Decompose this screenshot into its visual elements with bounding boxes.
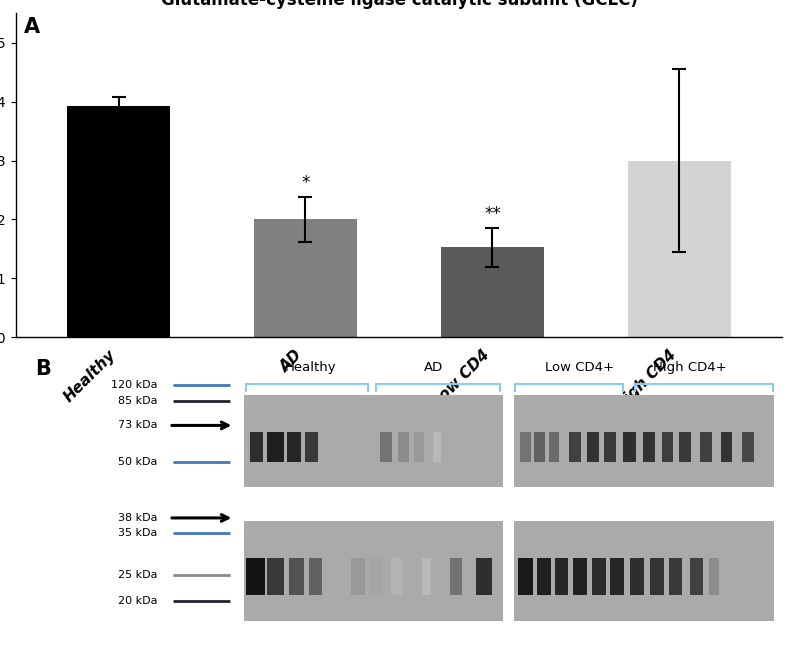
Bar [592, 558, 606, 595]
Bar [414, 432, 424, 462]
Text: *: * [301, 174, 310, 192]
Text: 25 kDa: 25 kDa [118, 570, 157, 580]
Bar [450, 558, 462, 595]
Title: Glutamate-cysteine ligase catalytic subunit (GCLC): Glutamate-cysteine ligase catalytic subu… [160, 0, 638, 9]
Text: 35 kDa: 35 kDa [118, 528, 157, 538]
Bar [370, 558, 382, 595]
Bar [514, 395, 774, 487]
Bar [514, 521, 774, 621]
Text: 20 kDa: 20 kDa [118, 596, 157, 606]
Bar [537, 558, 551, 595]
Bar [434, 432, 441, 462]
Bar [476, 558, 492, 595]
Bar [604, 432, 616, 462]
Bar [309, 558, 322, 595]
Bar [573, 558, 587, 595]
Text: 120 kDa: 120 kDa [111, 380, 157, 390]
Bar [669, 558, 683, 595]
Bar [611, 558, 624, 595]
Bar [549, 432, 559, 462]
Bar [246, 558, 265, 595]
Bar [254, 219, 357, 337]
Bar [244, 521, 503, 621]
Bar [650, 558, 664, 595]
Bar [244, 395, 503, 487]
Bar [628, 160, 731, 337]
Bar [709, 558, 719, 595]
Bar [690, 558, 703, 595]
Bar [555, 558, 568, 595]
Bar [700, 432, 713, 462]
Text: 38 kDa: 38 kDa [118, 513, 157, 523]
Text: 73 kDa: 73 kDa [118, 420, 157, 430]
Bar [306, 432, 318, 462]
Bar [287, 432, 301, 462]
Bar [288, 558, 304, 595]
Text: Healthy: Healthy [285, 361, 337, 373]
Bar [517, 558, 533, 595]
Bar [67, 106, 170, 337]
Bar [630, 558, 644, 595]
Bar [267, 432, 284, 462]
Bar [587, 432, 599, 462]
Text: 85 kDa: 85 kDa [118, 395, 157, 405]
Bar [520, 432, 531, 462]
Bar [720, 432, 732, 462]
Bar [391, 558, 402, 595]
Text: **: ** [484, 205, 501, 223]
Bar [642, 432, 655, 462]
Bar [380, 432, 392, 462]
Bar [352, 558, 365, 595]
Bar [623, 432, 636, 462]
Bar [441, 247, 544, 337]
Bar [250, 432, 263, 462]
Text: High CD4+: High CD4+ [653, 361, 727, 373]
Bar [679, 432, 691, 462]
Bar [534, 432, 545, 462]
Bar [422, 558, 431, 595]
Bar [398, 432, 409, 462]
Bar [662, 432, 673, 462]
Bar [569, 432, 581, 462]
Text: 50 kDa: 50 kDa [118, 458, 157, 468]
Text: AD: AD [423, 361, 443, 373]
Bar [743, 432, 754, 462]
Text: Low CD4+: Low CD4+ [544, 361, 614, 373]
Text: B: B [35, 359, 51, 379]
Bar [267, 558, 284, 595]
Text: A: A [24, 17, 40, 37]
